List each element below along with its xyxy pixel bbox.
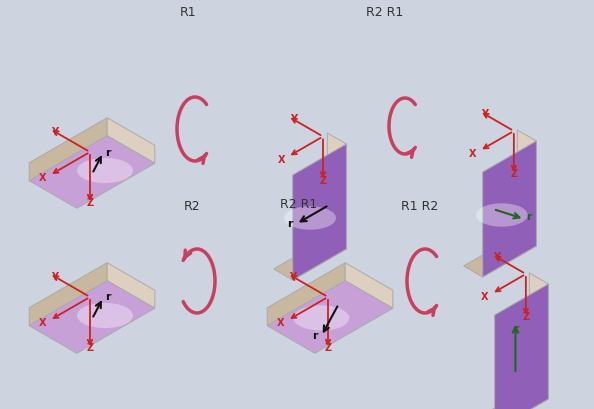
- Ellipse shape: [284, 206, 336, 230]
- Polygon shape: [476, 388, 548, 409]
- Polygon shape: [107, 118, 155, 163]
- Ellipse shape: [77, 158, 133, 183]
- Ellipse shape: [476, 203, 527, 227]
- Text: r: r: [312, 331, 318, 341]
- Text: X: X: [39, 318, 46, 328]
- Text: X: X: [277, 155, 285, 165]
- Text: Y: Y: [52, 127, 58, 137]
- Polygon shape: [483, 141, 536, 277]
- Text: R2: R2: [184, 200, 200, 213]
- Text: X: X: [469, 149, 476, 159]
- Text: r: r: [526, 212, 532, 222]
- Text: R2 R1: R2 R1: [366, 5, 404, 18]
- Text: Z: Z: [320, 175, 327, 186]
- Polygon shape: [274, 238, 346, 280]
- Text: Y: Y: [482, 109, 488, 119]
- Text: Y: Y: [289, 272, 296, 282]
- Text: X: X: [481, 292, 488, 302]
- Text: r: r: [106, 148, 111, 157]
- Polygon shape: [517, 130, 536, 246]
- Text: R1: R1: [180, 5, 196, 18]
- Text: Z: Z: [87, 343, 94, 353]
- Text: r: r: [106, 292, 111, 303]
- Polygon shape: [327, 133, 346, 249]
- Text: r: r: [513, 324, 518, 334]
- Ellipse shape: [293, 306, 349, 330]
- Polygon shape: [29, 118, 107, 181]
- Polygon shape: [29, 136, 155, 208]
- Text: R1 R2: R1 R2: [402, 200, 438, 213]
- Text: X: X: [277, 318, 285, 328]
- Text: Y: Y: [52, 272, 58, 282]
- Polygon shape: [267, 281, 393, 353]
- Text: Z: Z: [522, 312, 529, 322]
- Text: Z: Z: [510, 169, 517, 179]
- Polygon shape: [464, 235, 536, 277]
- Text: Y: Y: [494, 252, 501, 262]
- Text: R2 R1: R2 R1: [280, 198, 318, 211]
- Text: Z: Z: [324, 343, 331, 353]
- Polygon shape: [29, 281, 155, 353]
- Text: X: X: [39, 173, 46, 183]
- Text: Y: Y: [290, 114, 297, 124]
- Polygon shape: [293, 144, 346, 280]
- Text: Z: Z: [87, 198, 94, 208]
- Polygon shape: [529, 273, 548, 399]
- Polygon shape: [345, 263, 393, 308]
- Polygon shape: [267, 263, 345, 326]
- Polygon shape: [29, 263, 107, 326]
- Ellipse shape: [77, 303, 133, 328]
- Polygon shape: [107, 263, 155, 308]
- Text: r: r: [287, 219, 293, 229]
- Polygon shape: [495, 284, 548, 409]
